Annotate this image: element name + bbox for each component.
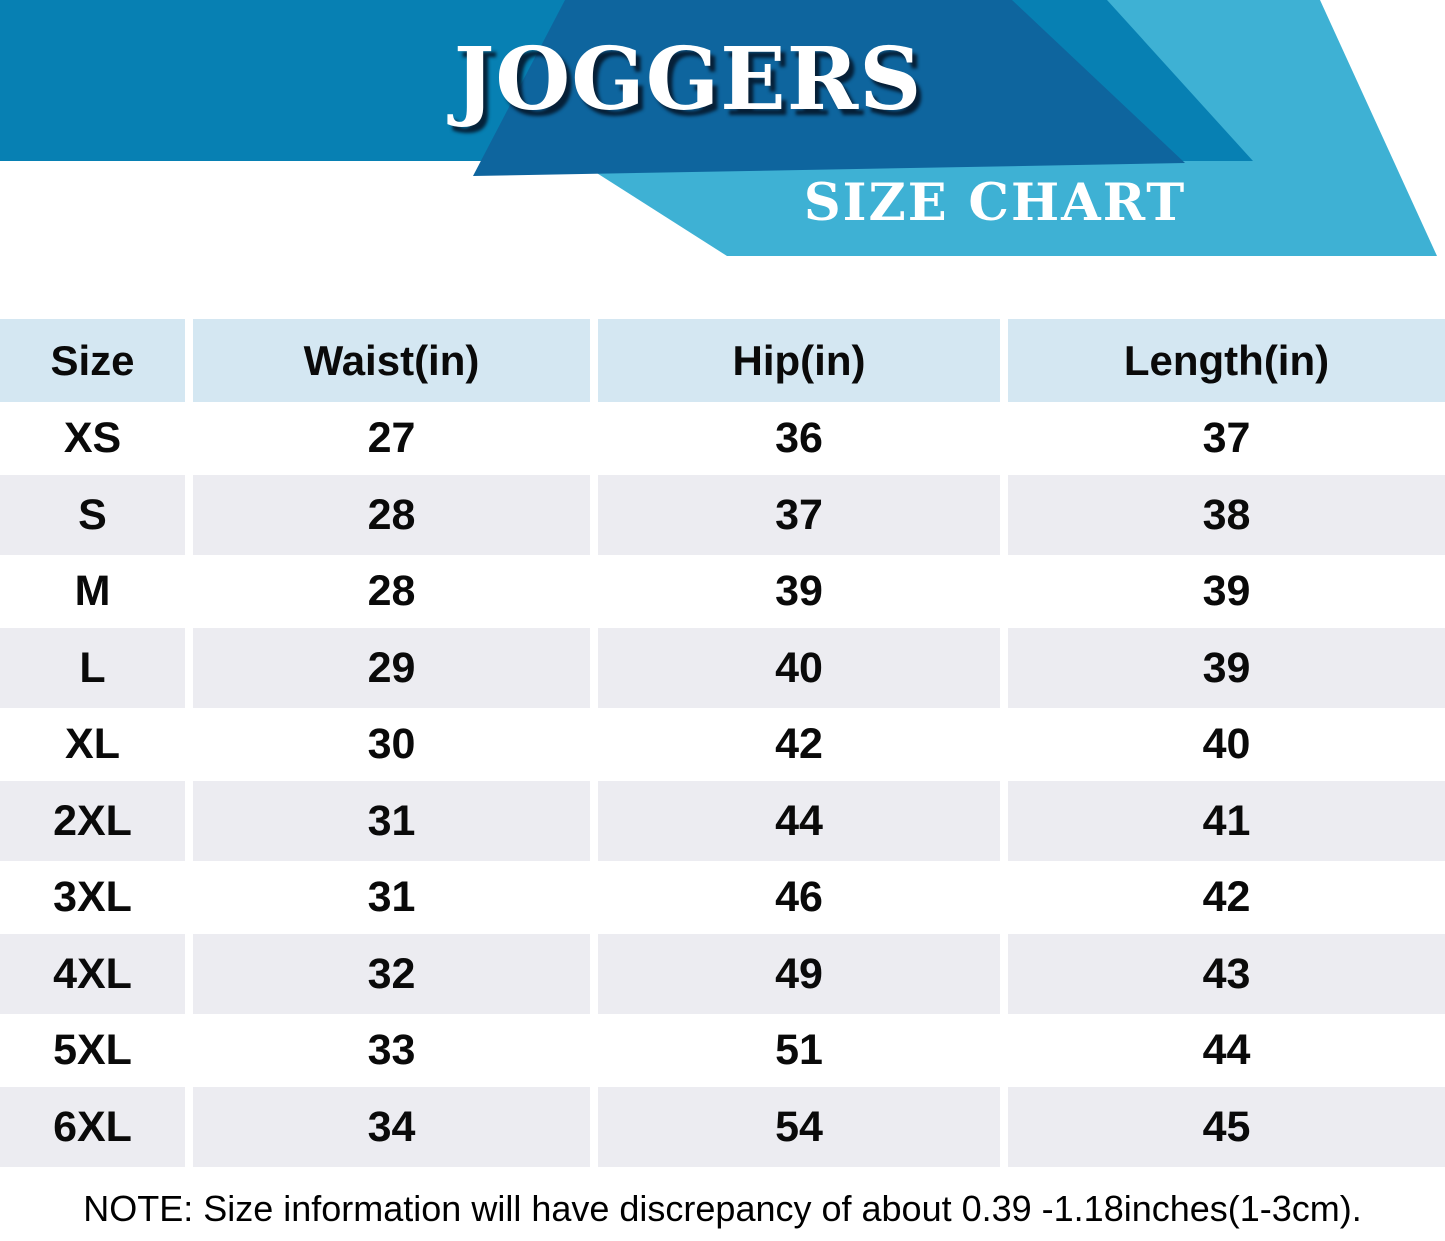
cell-hip: 51: [598, 1014, 1000, 1087]
table-row-m: M 28 39 39: [0, 555, 1445, 628]
cell-hip: 40: [598, 628, 1000, 708]
cell-size: 4XL: [0, 934, 185, 1014]
cell-length: 43: [1008, 934, 1445, 1014]
cell-size: M: [0, 555, 185, 628]
cell-waist: 31: [193, 781, 590, 861]
size-table: Size Waist(in) Hip(in) Length(in) XS 27 …: [0, 319, 1445, 1167]
cell-size: 6XL: [0, 1087, 185, 1167]
cell-hip: 46: [598, 861, 1000, 934]
cell-size: XS: [0, 402, 185, 475]
cell-waist: 28: [193, 555, 590, 628]
cell-hip: 54: [598, 1087, 1000, 1167]
table-row-xl: XL 30 42 40: [0, 708, 1445, 781]
page-subtitle: SIZE CHART: [803, 173, 1187, 233]
table-row-6xl: 6XL 34 54 45: [0, 1087, 1445, 1167]
banner-dark-blue-shape: [473, 0, 1185, 176]
cell-size: 5XL: [0, 1014, 185, 1087]
column-header-size: Size: [0, 319, 185, 402]
cell-waist: 27: [193, 402, 590, 475]
cell-length: 39: [1008, 555, 1445, 628]
cell-hip: 42: [598, 708, 1000, 781]
table-header-row: Size Waist(in) Hip(in) Length(in): [0, 319, 1445, 402]
cell-length: 39: [1008, 628, 1445, 708]
cell-size: L: [0, 628, 185, 708]
cell-hip: 49: [598, 934, 1000, 1014]
table-row-4xl: 4XL 32 49 43: [0, 934, 1445, 1014]
cell-waist: 31: [193, 861, 590, 934]
cell-length: 37: [1008, 402, 1445, 475]
table-row-3xl: 3XL 31 46 42: [0, 861, 1445, 934]
cell-waist: 32: [193, 934, 590, 1014]
cell-hip: 44: [598, 781, 1000, 861]
column-header-length: Length(in): [1008, 319, 1445, 402]
cell-waist: 33: [193, 1014, 590, 1087]
table-row-s: S 28 37 38: [0, 475, 1445, 555]
table-row-xs: XS 27 36 37: [0, 402, 1445, 475]
cell-hip: 36: [598, 402, 1000, 475]
cell-waist: 28: [193, 475, 590, 555]
table-row-l: L 29 40 39: [0, 628, 1445, 708]
banner-shapes: [0, 0, 1437, 256]
column-header-hip: Hip(in): [598, 319, 1000, 402]
table-row-5xl: 5XL 33 51 44: [0, 1014, 1445, 1087]
cell-waist: 30: [193, 708, 590, 781]
cell-hip: 39: [598, 555, 1000, 628]
page-title: JOGGERS: [453, 29, 923, 130]
cell-waist: 29: [193, 628, 590, 708]
cell-length: 45: [1008, 1087, 1445, 1167]
cell-hip: 37: [598, 475, 1000, 555]
cell-length: 40: [1008, 708, 1445, 781]
cell-length: 38: [1008, 475, 1445, 555]
header-banner: JOGGERS SIZE CHART: [0, 0, 1445, 256]
cell-waist: 34: [193, 1087, 590, 1167]
cell-size: 3XL: [0, 861, 185, 934]
cell-size: S: [0, 475, 185, 555]
cell-size: 2XL: [0, 781, 185, 861]
cell-length: 42: [1008, 861, 1445, 934]
note-text: NOTE: Size information will have discrep…: [83, 1188, 1362, 1229]
cell-length: 41: [1008, 781, 1445, 861]
cell-length: 44: [1008, 1014, 1445, 1087]
column-header-waist: Waist(in): [193, 319, 590, 402]
table-row-2xl: 2XL 31 44 41: [0, 781, 1445, 861]
cell-size: XL: [0, 708, 185, 781]
